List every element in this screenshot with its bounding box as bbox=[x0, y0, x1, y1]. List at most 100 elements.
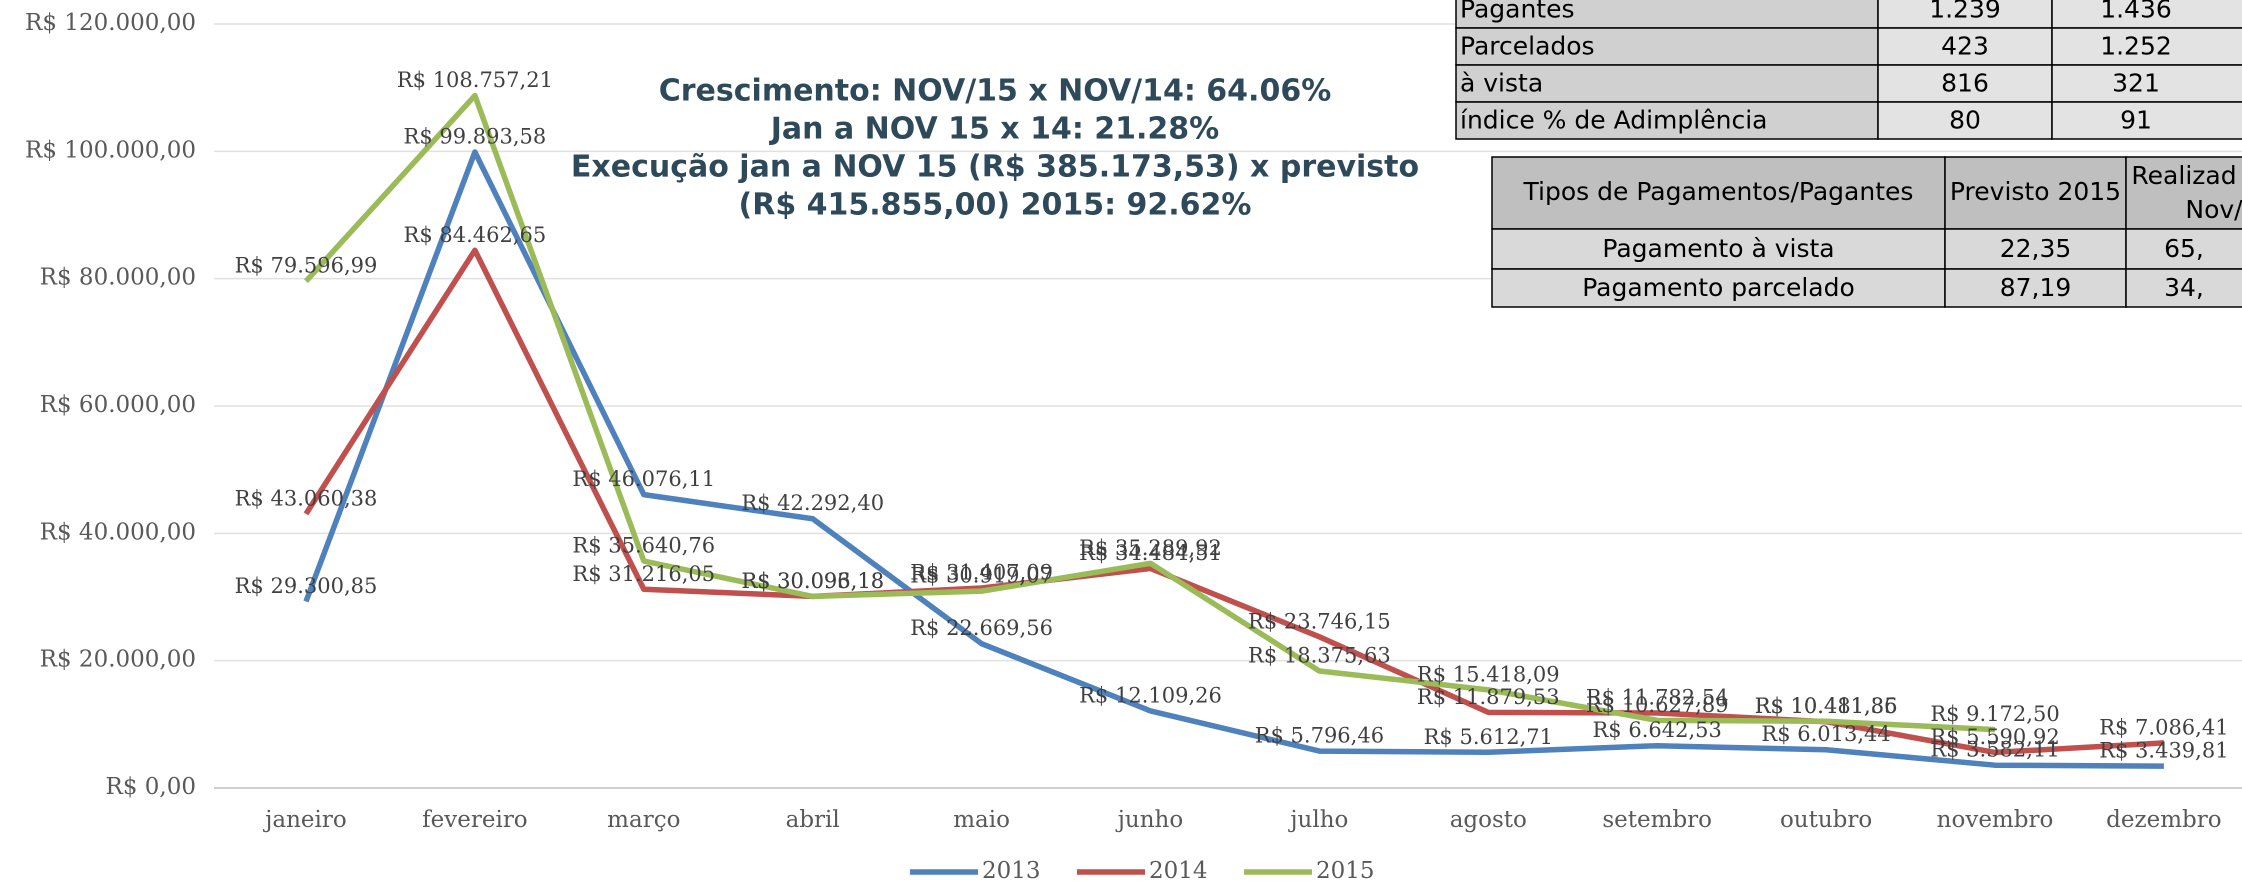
x-tick-label: julho bbox=[1287, 807, 1348, 833]
table-cell bbox=[2125, 228, 2242, 270]
data-label: R$ 10.411,86 bbox=[1755, 694, 1898, 718]
table-cell bbox=[2051, 27, 2242, 66]
table-cell bbox=[1455, 64, 1879, 103]
x-tick-label: outubro bbox=[1780, 807, 1872, 833]
annotation: (R$ 415.855,00) 2015: 92.62% bbox=[739, 188, 1252, 223]
data-label: R$ 42.292,40 bbox=[741, 491, 884, 515]
table-cell bbox=[1944, 228, 2127, 270]
data-label: R$ 35.640,76 bbox=[572, 534, 715, 558]
data-label: R$ 35.289,92 bbox=[1079, 536, 1222, 560]
table-cell bbox=[2051, 0, 2242, 29]
legend-label: 2014 bbox=[1149, 858, 1208, 883]
series-line bbox=[303, 149, 2164, 769]
y-tick-label: R$ 40.000,00 bbox=[40, 519, 196, 545]
data-label: R$ 3.439,81 bbox=[2099, 739, 2228, 763]
data-label: R$ 46.076,11 bbox=[572, 467, 715, 491]
table-text: 1.252 bbox=[2100, 32, 2172, 61]
x-tick-label: agosto bbox=[1450, 807, 1527, 833]
table-text: Parcelados bbox=[1460, 32, 1595, 61]
legend-label: 2015 bbox=[1316, 858, 1375, 883]
table-text: índice % de Adimplência bbox=[1460, 106, 1767, 135]
table-cell bbox=[1877, 101, 2053, 140]
table-text: 321 bbox=[2112, 69, 2160, 98]
table-cell bbox=[1455, 101, 1879, 140]
table-text: 34, bbox=[2164, 273, 2204, 302]
series-line bbox=[303, 92, 1996, 733]
data-label: R$ 12.109,26 bbox=[1079, 683, 1222, 707]
data-label: R$ 9.172,50 bbox=[1930, 702, 2059, 726]
data-label: R$ 5.590,92 bbox=[1930, 725, 2059, 749]
data-label: R$ 6.013,44 bbox=[1761, 722, 1890, 746]
data-label: R$ 10.627,89 bbox=[1586, 693, 1729, 717]
y-tick-label: R$ 100.000,00 bbox=[25, 137, 196, 163]
data-label: R$ 23.746,15 bbox=[1248, 609, 1391, 633]
table-text: Pagamento parcelado bbox=[1582, 273, 1855, 302]
x-tick-label: junho bbox=[1115, 807, 1183, 833]
x-tick-label: fevereiro bbox=[422, 807, 528, 833]
data-label: R$ 34.484,51 bbox=[1079, 541, 1222, 565]
table-text: Pagantes bbox=[1460, 0, 1575, 24]
y-tick-label: R$ 120.000,00 bbox=[25, 10, 196, 36]
table-cell bbox=[1491, 228, 1946, 270]
x-tick-label: setembro bbox=[1602, 807, 1712, 833]
x-tick-label: abril bbox=[786, 807, 840, 833]
data-label: R$ 10.481,35 bbox=[1755, 694, 1898, 718]
x-tick-label: março bbox=[607, 807, 680, 833]
table-header-cell bbox=[1491, 156, 1946, 230]
table-cell bbox=[2125, 268, 2242, 308]
table-text: 816 bbox=[1941, 69, 1989, 98]
data-label: R$ 43.060,38 bbox=[235, 486, 378, 510]
table-header-text: Nov/ bbox=[2185, 195, 2242, 224]
data-label: R$ 11.879,53 bbox=[1417, 685, 1560, 709]
data-label: R$ 6.642,53 bbox=[1593, 718, 1722, 742]
data-label: R$ 31.216,05 bbox=[572, 562, 715, 586]
table-cell bbox=[1877, 64, 2053, 103]
data-label: R$ 79.596,99 bbox=[235, 254, 378, 278]
data-label: R$ 30.096,18 bbox=[741, 569, 884, 593]
table-cell bbox=[1944, 268, 2127, 308]
data-label: R$ 108.757,21 bbox=[397, 68, 553, 92]
x-tick-label: janeiro bbox=[262, 807, 346, 833]
table-header-text: Previsto 2015 bbox=[1950, 177, 2121, 206]
table-cell bbox=[2051, 64, 2242, 103]
data-label: R$ 30.919,07 bbox=[910, 564, 1053, 588]
data-label: R$ 84.462,65 bbox=[404, 223, 547, 247]
table-text: 87,19 bbox=[2000, 273, 2072, 302]
data-label: R$ 29.300,85 bbox=[235, 574, 378, 598]
table-header-text: Realizad bbox=[2131, 161, 2236, 190]
data-label: R$ 15.418,09 bbox=[1417, 662, 1560, 686]
table-text: Pagamento à vista bbox=[1602, 234, 1834, 263]
data-label: R$ 5.796,46 bbox=[1255, 724, 1384, 748]
annotation: Jan a NOV 15 x 14: 21.28% bbox=[769, 112, 1220, 147]
annotation: Execução jan a NOV 15 (R$ 385.173,53) x … bbox=[571, 150, 1419, 185]
table-text: 22,35 bbox=[2000, 234, 2072, 263]
y-tick-label: R$ 80.000,00 bbox=[40, 265, 196, 291]
legend-label: 2013 bbox=[982, 858, 1041, 883]
table-text: 1.239 bbox=[1929, 0, 2001, 24]
table-text: 91 bbox=[2120, 106, 2152, 135]
series-line bbox=[303, 247, 2165, 756]
y-tick-label: R$ 0,00 bbox=[106, 774, 196, 800]
data-label: R$ 11.782,54 bbox=[1586, 685, 1729, 709]
x-tick-label: dezembro bbox=[2106, 807, 2221, 833]
data-label: R$ 3.582,11 bbox=[1930, 738, 2059, 762]
table-cell bbox=[2051, 101, 2242, 140]
table-text: 1.436 bbox=[2100, 0, 2172, 24]
data-label: R$ 31.407,09 bbox=[910, 561, 1053, 585]
y-tick-label: R$ 20.000,00 bbox=[40, 647, 196, 673]
table-header-cell bbox=[2125, 156, 2242, 230]
table-text: 80 bbox=[1949, 106, 1981, 135]
table-text: 423 bbox=[1941, 32, 1989, 61]
data-label: R$ 30.093,18 bbox=[741, 569, 884, 593]
data-label: R$ 99.893,58 bbox=[404, 125, 547, 149]
x-tick-label: maio bbox=[953, 807, 1010, 833]
data-label: R$ 5.612,71 bbox=[1424, 725, 1553, 749]
table-text: à vista bbox=[1460, 69, 1543, 98]
x-tick-label: novembro bbox=[1937, 807, 2054, 833]
data-label: R$ 7.086,41 bbox=[2099, 715, 2228, 739]
annotation: Crescimento: NOV/15 x NOV/14: 64.06% bbox=[659, 74, 1332, 109]
table-text: 65, bbox=[2164, 234, 2204, 263]
y-tick-label: R$ 60.000,00 bbox=[40, 392, 196, 418]
